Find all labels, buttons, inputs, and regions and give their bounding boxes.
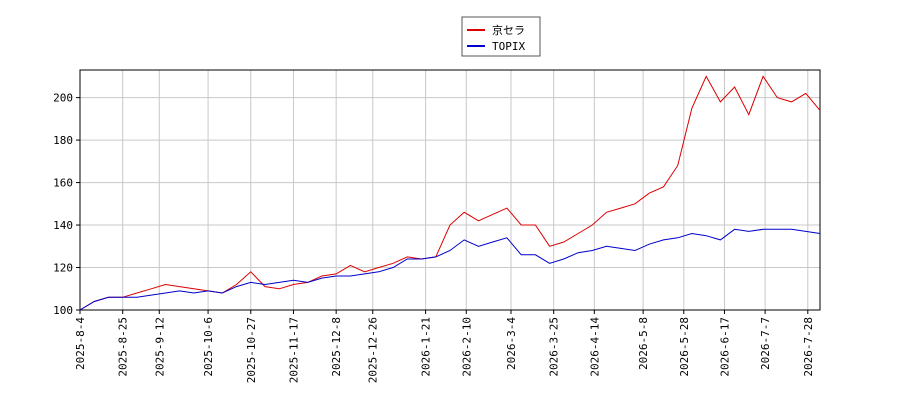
- x-tick-label: 2025-12-26: [367, 317, 380, 383]
- y-tick-label: 140: [53, 219, 73, 232]
- x-tick-label: 2025-11-17: [287, 317, 300, 383]
- x-tick-label: 2026-1-21: [420, 317, 433, 377]
- legend-label: TOPIX: [492, 40, 525, 53]
- series-line: [79, 228, 821, 311]
- x-tick-label: 2026-2-10: [460, 317, 473, 377]
- x-tick-label: 2025-12-8: [330, 317, 343, 377]
- y-tick-label: 180: [53, 134, 73, 147]
- x-tick-label: 2025-8-4: [74, 317, 87, 370]
- x-tick-label: 2026-5-8: [637, 317, 650, 370]
- legend-label: 京セラ: [492, 23, 525, 37]
- y-tick-label: 100: [53, 304, 73, 317]
- x-tick-label: 2026-7-7: [759, 317, 772, 370]
- plot-frame: [79, 69, 821, 311]
- x-tick-label: 2026-6-17: [718, 317, 731, 377]
- x-tick-label: 2025-8-25: [117, 317, 130, 377]
- y-tick-label: 200: [53, 92, 73, 105]
- series-line: [79, 75, 821, 311]
- x-tick-label: 2026-3-25: [548, 317, 561, 377]
- x-tick-label: 2026-4-14: [588, 317, 601, 377]
- x-tick-label: 2025-9-12: [153, 317, 166, 377]
- x-tick-label: 2026-7-28: [802, 317, 815, 377]
- x-tick-label: 2026-3-4: [505, 317, 518, 370]
- y-tick-label: 160: [53, 177, 73, 190]
- x-tick-label: 2025-10-27: [245, 317, 258, 383]
- legend-box: [461, 16, 541, 57]
- y-tick-label: 120: [53, 262, 73, 275]
- x-tick-label: 2025-10-6: [202, 317, 215, 377]
- x-tick-label: 2026-5-28: [678, 317, 691, 377]
